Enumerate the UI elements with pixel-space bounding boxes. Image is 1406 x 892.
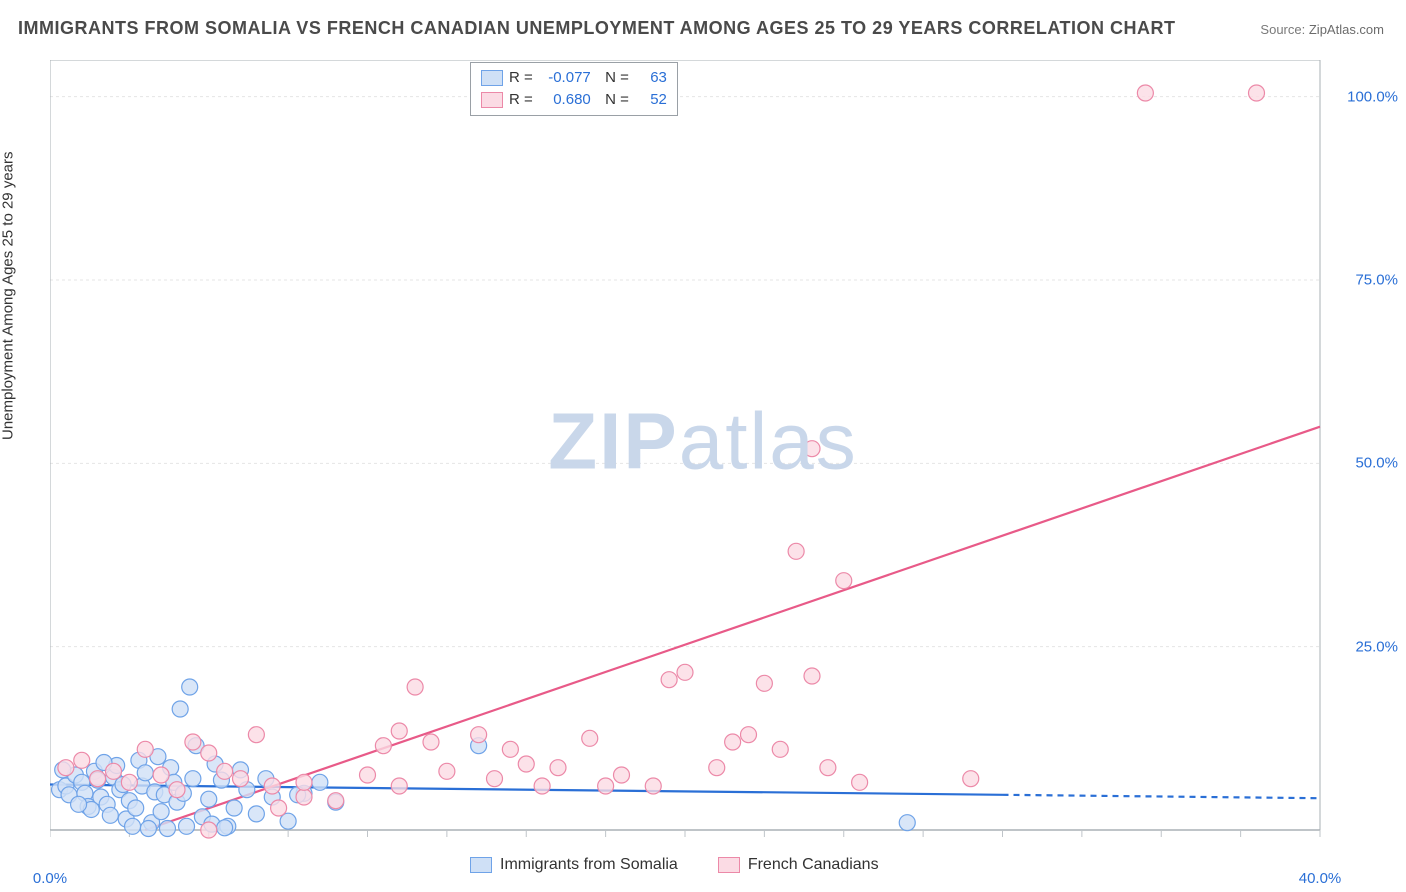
legend-row-series-0: R = -0.077 N = 63 — [481, 67, 667, 89]
y-tick-label: 100.0% — [1347, 88, 1398, 105]
source-attribution: Source: ZipAtlas.com — [1260, 22, 1384, 37]
legend-swatch-0 — [481, 70, 503, 86]
legend-swatch-1 — [718, 857, 740, 873]
legend-r-label: R = — [509, 89, 533, 111]
y-tick-label: 25.0% — [1355, 638, 1398, 655]
legend-r-label: R = — [509, 67, 533, 89]
legend-swatch-1 — [481, 92, 503, 108]
legend-row-series-1: R = 0.680 N = 52 — [481, 89, 667, 111]
y-tick-label: 50.0% — [1355, 455, 1398, 472]
chart-svg — [50, 60, 1350, 850]
source-value: ZipAtlas.com — [1309, 22, 1384, 37]
legend-n-label: N = — [597, 89, 629, 111]
y-axis-label: Unemployment Among Ages 25 to 29 years — [0, 151, 17, 440]
legend-r-value-1: 0.680 — [539, 89, 591, 111]
legend-series-box: Immigrants from Somalia French Canadians — [470, 856, 879, 874]
legend-n-value-1: 52 — [643, 89, 667, 111]
x-tick-label: 0.0% — [33, 870, 67, 887]
legend-n-value-0: 63 — [643, 67, 667, 89]
x-tick-label: 40.0% — [1299, 870, 1342, 887]
source-label: Source: — [1260, 22, 1305, 37]
legend-swatch-0 — [470, 857, 492, 873]
chart-plot-area — [50, 60, 1350, 850]
legend-r-value-0: -0.077 — [539, 67, 591, 89]
legend-item-1: French Canadians — [718, 856, 879, 874]
chart-title: IMMIGRANTS FROM SOMALIA VS FRENCH CANADI… — [18, 18, 1176, 39]
legend-n-label: N = — [597, 67, 629, 89]
y-tick-label: 75.0% — [1355, 272, 1398, 289]
legend-item-0: Immigrants from Somalia — [470, 856, 678, 874]
legend-label-0: Immigrants from Somalia — [500, 856, 678, 874]
legend-correlation-box: R = -0.077 N = 63 R = 0.680 N = 52 — [470, 62, 678, 116]
legend-label-1: French Canadians — [748, 856, 879, 874]
